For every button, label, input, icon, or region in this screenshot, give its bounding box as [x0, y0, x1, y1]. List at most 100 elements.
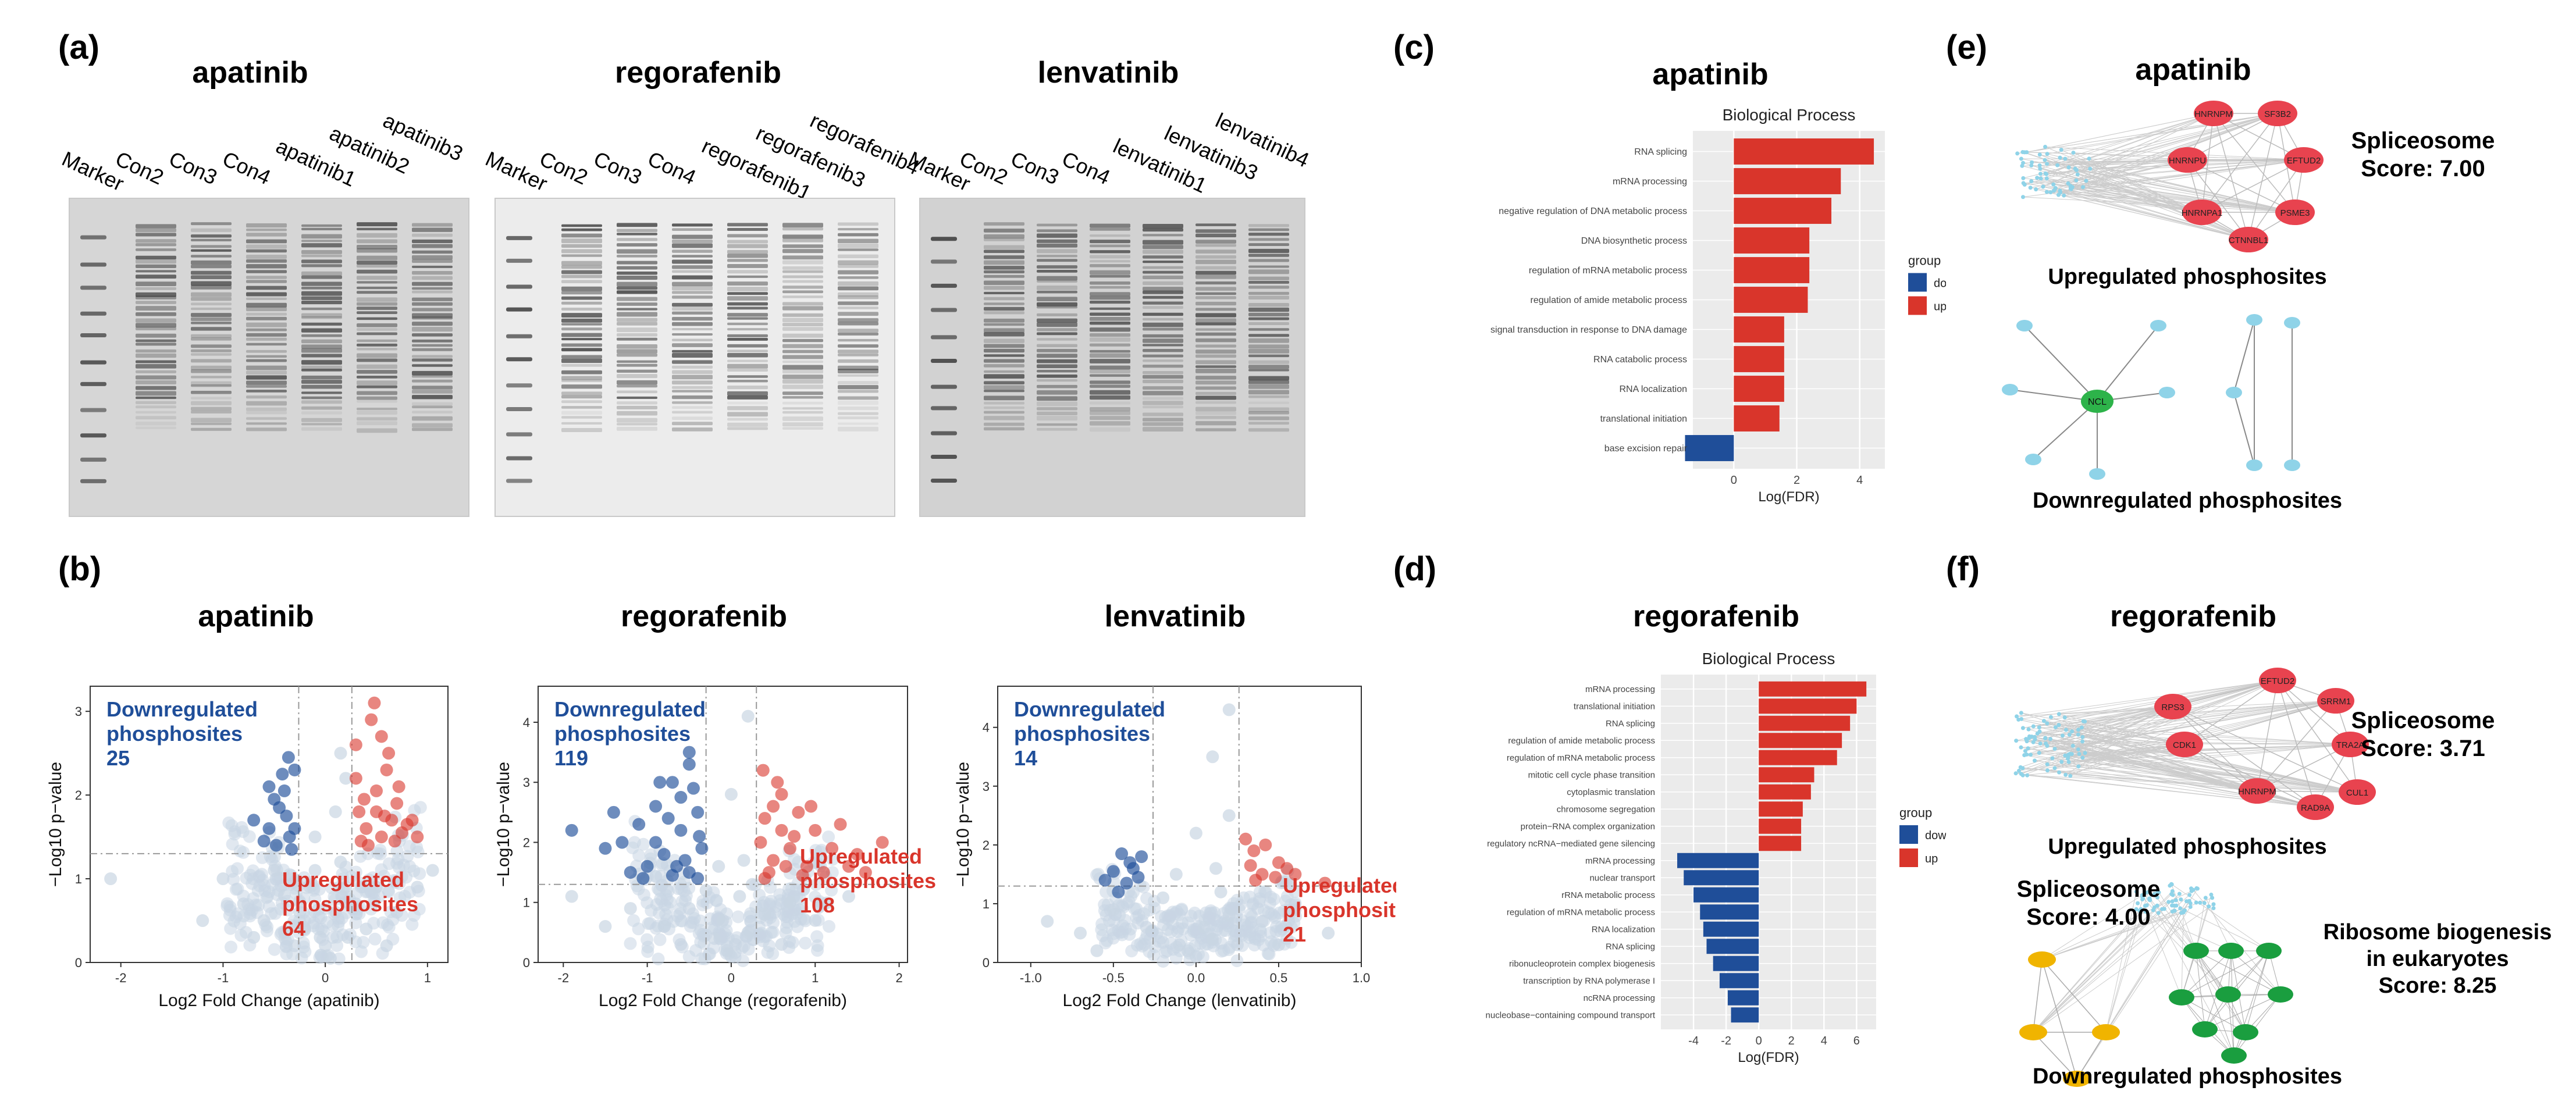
y-tick-label: 1: [75, 872, 82, 886]
protein-band: [191, 384, 232, 387]
protein-band: [672, 422, 713, 426]
blot-apatinib-image: [80, 222, 453, 483]
protein-band: [136, 343, 176, 346]
protein-band: [301, 396, 342, 400]
minor-node: [2083, 751, 2087, 755]
protein-band: [1248, 369, 1289, 372]
minor-node: [2169, 882, 2174, 886]
up-point: [380, 763, 393, 776]
protein-band: [246, 411, 287, 415]
protein-band: [727, 322, 768, 326]
edge: [2047, 154, 2296, 213]
minor-node: [2045, 162, 2050, 166]
protein-band: [984, 297, 1024, 301]
edge: [2196, 950, 2205, 1030]
up-point: [375, 830, 388, 844]
protein-node: [2159, 387, 2175, 398]
category-label: regulatory ncRNA−mediated gene silencing: [1487, 839, 1655, 849]
protein-band: [1196, 287, 1236, 291]
up-point: [805, 800, 818, 813]
edge: [2248, 159, 2304, 240]
minor-node: [2014, 739, 2019, 743]
category-label: ncRNA processing: [1584, 993, 1655, 1003]
protein-band: [357, 302, 397, 306]
protein-band: [1143, 281, 1183, 286]
protein-band: [412, 333, 453, 337]
protein-node: [2284, 459, 2300, 471]
bar: [1734, 346, 1784, 372]
minor-node: [2062, 193, 2066, 198]
minor-node: [2211, 906, 2216, 911]
protein-band: [672, 291, 713, 294]
sample-lane: [617, 223, 657, 431]
edge: [2082, 700, 2336, 758]
up-point: [796, 869, 809, 882]
protein-node: [2268, 986, 2293, 1003]
ns-point: [758, 930, 771, 943]
protein-band: [672, 338, 713, 341]
protein-band: [136, 274, 176, 279]
protein-node: [2297, 794, 2334, 820]
minor-node: [2038, 176, 2043, 181]
ns-point: [323, 951, 337, 965]
protein-band: [1090, 421, 1130, 426]
edge: [2063, 159, 2304, 196]
ns-point: [1116, 901, 1130, 914]
protein-band: [782, 227, 823, 231]
protein-band: [617, 353, 657, 357]
minor-node: [2056, 723, 2061, 728]
protein-band: [984, 238, 1024, 241]
protein-band: [984, 245, 1024, 249]
minor-node: [2063, 772, 2068, 777]
edge: [2184, 744, 2316, 808]
protein-band: [782, 249, 823, 254]
protein-band: [727, 240, 768, 244]
blot-lenvatinib-image: [931, 222, 1289, 483]
minor-node: [2021, 176, 2026, 180]
minor-node: [2070, 743, 2075, 748]
protein-band: [561, 249, 602, 254]
edge: [2196, 950, 2235, 1056]
ns-point: [1096, 929, 1109, 942]
ns-point: [1194, 936, 1208, 950]
protein-band: [1090, 270, 1130, 275]
protein-node: [2025, 454, 2041, 465]
minor-node: [2134, 889, 2139, 894]
marker-band: [80, 433, 106, 438]
protein-band: [617, 349, 657, 354]
protein-node: [2246, 314, 2262, 326]
protein-band: [1143, 391, 1183, 395]
protein-band: [136, 224, 176, 229]
protein-node: [2166, 732, 2203, 757]
marker-band: [80, 235, 106, 240]
minor-node: [2022, 753, 2027, 758]
lane-label: Con4: [644, 146, 700, 190]
protein-band: [984, 311, 1024, 315]
protein-band: [617, 360, 657, 363]
protein-band: [246, 292, 287, 297]
protein-band: [412, 370, 453, 376]
protein-band: [782, 333, 823, 338]
ns-point: [382, 857, 396, 871]
protein-band: [672, 316, 713, 321]
up-point: [388, 835, 401, 848]
protein-band: [357, 323, 397, 327]
protein-band: [412, 405, 453, 409]
category-label: translational initiation: [1574, 702, 1655, 712]
protein-band: [984, 222, 1024, 226]
up-point: [756, 764, 770, 777]
up-point: [1259, 838, 1272, 851]
minor-node: [2152, 905, 2157, 910]
protein-band: [782, 275, 823, 279]
protein-band: [1248, 307, 1289, 312]
minor-node: [2052, 766, 2057, 771]
minor-node: [2152, 892, 2157, 896]
down-point: [269, 839, 283, 852]
protein-band: [412, 358, 453, 362]
protein-band: [1037, 265, 1077, 269]
protein-band: [136, 380, 176, 384]
protein-band: [1196, 328, 1236, 331]
protein-band: [672, 327, 713, 330]
sample-lane: [1143, 224, 1183, 432]
protein-band: [412, 265, 453, 268]
